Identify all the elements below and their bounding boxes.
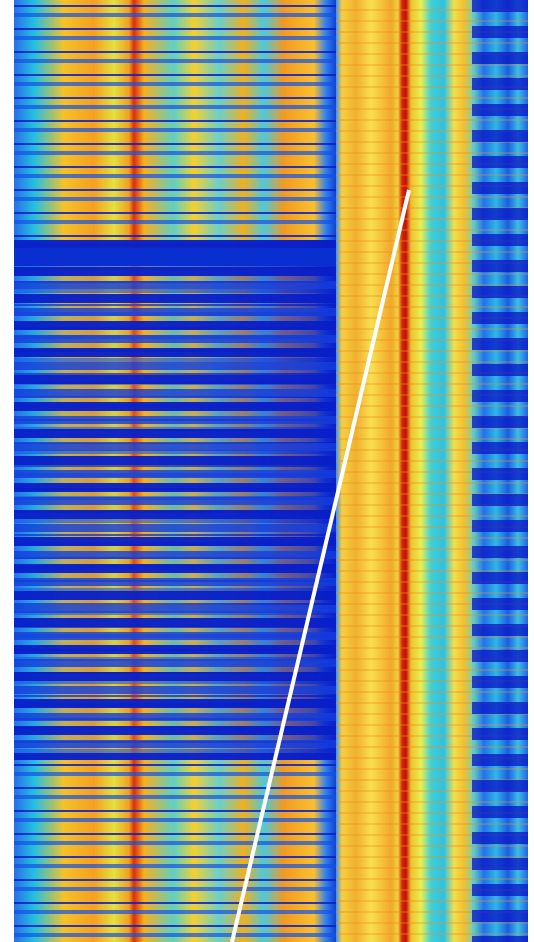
heatmap-right-edge <box>472 0 528 942</box>
heatmap-blue-band <box>14 248 344 266</box>
diagonal-line <box>230 189 411 942</box>
heatmap-blue-rows <box>14 240 336 760</box>
